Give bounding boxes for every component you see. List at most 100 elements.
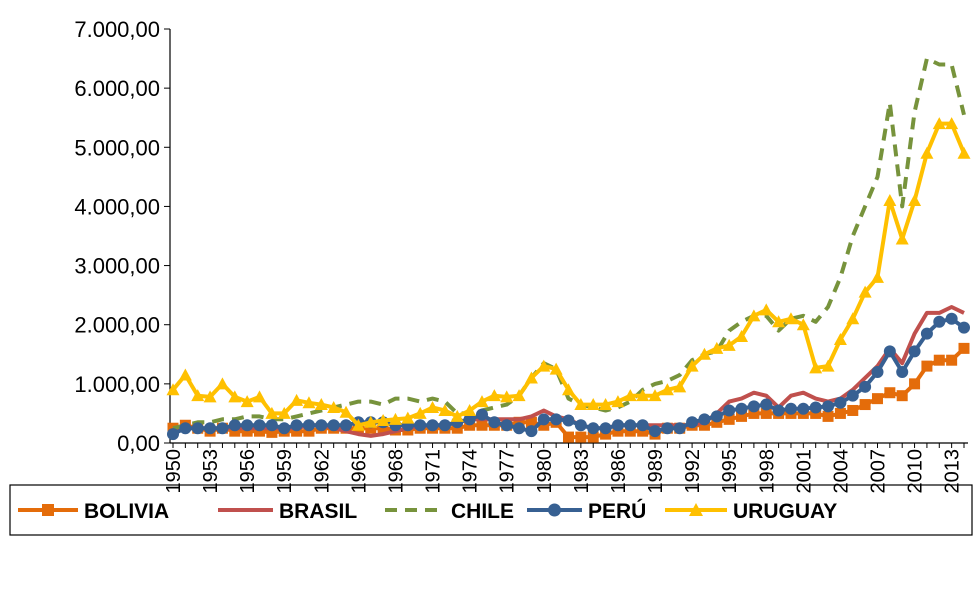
marker — [933, 354, 945, 366]
x-tick-label: 1971 — [423, 449, 445, 494]
marker — [290, 419, 303, 432]
marker — [426, 419, 439, 432]
x-tick-label: 2007 — [867, 449, 889, 494]
legend: BOLIVIA BRASIL CHILE PERÚ URUGUAY — [18, 499, 837, 523]
marker — [623, 389, 637, 402]
marker — [265, 419, 278, 432]
marker — [859, 399, 871, 411]
marker — [722, 338, 736, 351]
marker — [958, 321, 970, 334]
marker — [487, 389, 501, 402]
marker — [772, 315, 786, 328]
y-tick-label: 0,00 — [117, 431, 160, 456]
marker — [735, 330, 749, 343]
marker — [315, 419, 328, 432]
series-line — [172, 56, 966, 431]
marker — [438, 419, 451, 432]
marker — [167, 428, 179, 441]
marker — [920, 327, 933, 340]
marker — [228, 390, 242, 403]
marker — [933, 315, 946, 328]
marker — [884, 387, 896, 399]
marker — [191, 422, 204, 435]
legend-box — [9, 484, 973, 536]
series — [167, 312, 970, 441]
marker — [166, 383, 180, 396]
marker — [847, 404, 859, 416]
marker — [426, 401, 440, 414]
marker — [475, 408, 488, 421]
marker — [908, 345, 921, 358]
x-tick-label: 1983 — [571, 449, 593, 494]
marker — [833, 333, 847, 345]
marker — [203, 390, 217, 403]
marker — [475, 395, 489, 408]
x-tick-label: 1986 — [608, 449, 630, 494]
marker — [921, 360, 933, 372]
marker — [760, 407, 772, 419]
marker — [587, 422, 600, 435]
x-tick-label: 1968 — [385, 449, 407, 494]
y-tick-label: 3.000,00 — [74, 254, 160, 279]
marker — [215, 377, 229, 390]
marker — [463, 403, 477, 416]
marker — [266, 426, 278, 438]
marker — [463, 413, 476, 426]
marker — [548, 503, 561, 517]
marker — [611, 395, 625, 408]
y-tick-label: 2.000,00 — [74, 313, 160, 338]
x-tick-label: 1980 — [534, 449, 556, 494]
marker — [253, 390, 267, 403]
marker — [228, 419, 241, 432]
legend-label: URUGUAY — [733, 500, 837, 523]
marker — [760, 398, 773, 411]
plot-area: 0,00 1.000,00 2.000,00 3.000,00 4.000,00 5.00… — [74, 17, 971, 494]
marker — [946, 354, 958, 366]
x-tick-label: 1956 — [237, 449, 259, 494]
marker — [488, 416, 501, 429]
marker — [735, 402, 748, 415]
marker — [649, 425, 662, 438]
marker — [277, 406, 291, 419]
marker — [327, 401, 341, 414]
legend-label: PERÚ — [588, 499, 646, 523]
marker — [178, 368, 192, 381]
x-tick-label: 2010 — [905, 449, 927, 494]
marker — [240, 395, 254, 408]
marker — [796, 318, 810, 331]
marker — [364, 415, 378, 428]
legend-label: CHILE — [451, 500, 514, 523]
marker — [587, 431, 599, 443]
marker — [846, 312, 860, 325]
marker — [414, 419, 427, 432]
marker — [204, 422, 217, 435]
marker — [636, 389, 650, 402]
marker — [660, 383, 674, 396]
marker — [450, 409, 464, 422]
legend-entry: CHILE — [385, 500, 514, 523]
marker — [562, 383, 575, 396]
marker — [748, 407, 760, 419]
marker — [512, 389, 526, 402]
legend-entry: BRASIL — [218, 500, 357, 523]
marker — [661, 422, 674, 435]
marker — [265, 406, 279, 419]
marker — [686, 416, 699, 429]
series — [172, 56, 966, 431]
marker — [797, 402, 810, 415]
marker — [302, 419, 315, 432]
legend-label: BOLIVIA — [84, 500, 169, 523]
marker — [500, 390, 514, 403]
marker — [908, 194, 922, 207]
marker — [376, 414, 390, 427]
marker — [525, 416, 537, 428]
legend-label: BRASIL — [279, 500, 357, 523]
marker — [747, 309, 761, 322]
marker — [883, 194, 897, 207]
marker — [636, 419, 649, 432]
x-tick-label: 2013 — [942, 449, 964, 494]
x-tick-label: 1998 — [756, 449, 778, 494]
x-tick-label: 1965 — [348, 449, 370, 494]
marker — [574, 398, 588, 411]
